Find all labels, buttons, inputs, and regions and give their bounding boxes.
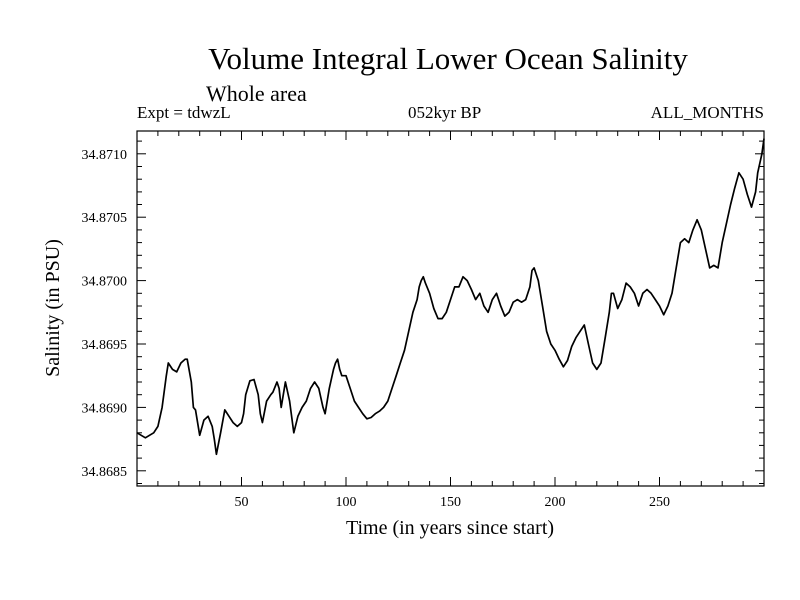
x-tick-label: 100	[336, 495, 357, 510]
y-tick-label: 34.8685	[82, 465, 128, 480]
x-axis-label: Time (in years since start)	[346, 517, 554, 539]
x-tick-label: 250	[649, 495, 670, 510]
y-tick-label: 34.8695	[82, 338, 128, 353]
months-label: ALL_MONTHS	[650, 103, 764, 122]
experiment-label: Expt = tdwzL	[137, 103, 231, 122]
x-axis: 50 100 150 200 250	[157, 131, 744, 510]
chart-title: Volume Integral Lower Ocean Salinity	[208, 41, 688, 76]
y-axis-label: Salinity (in PSU)	[42, 239, 64, 377]
y-tick-label: 34.8710	[82, 148, 128, 163]
x-tick-label: 50	[235, 495, 249, 510]
x-tick-label: 200	[545, 495, 566, 510]
period-label: 052kyr BP	[408, 103, 482, 122]
y-tick-label: 34.8705	[82, 211, 128, 226]
salinity-series-line	[136, 138, 765, 456]
y-tick-label: 34.8690	[82, 401, 128, 416]
chart-subtitle: Whole area	[206, 81, 307, 106]
y-axis: 34.8685 34.8690 34.8695 34.8700 34.8705 34.87…	[82, 140, 764, 484]
y-tick-label: 34.8700	[82, 275, 128, 290]
x-tick-label: 150	[440, 495, 461, 510]
plot-frame	[136, 130, 765, 487]
